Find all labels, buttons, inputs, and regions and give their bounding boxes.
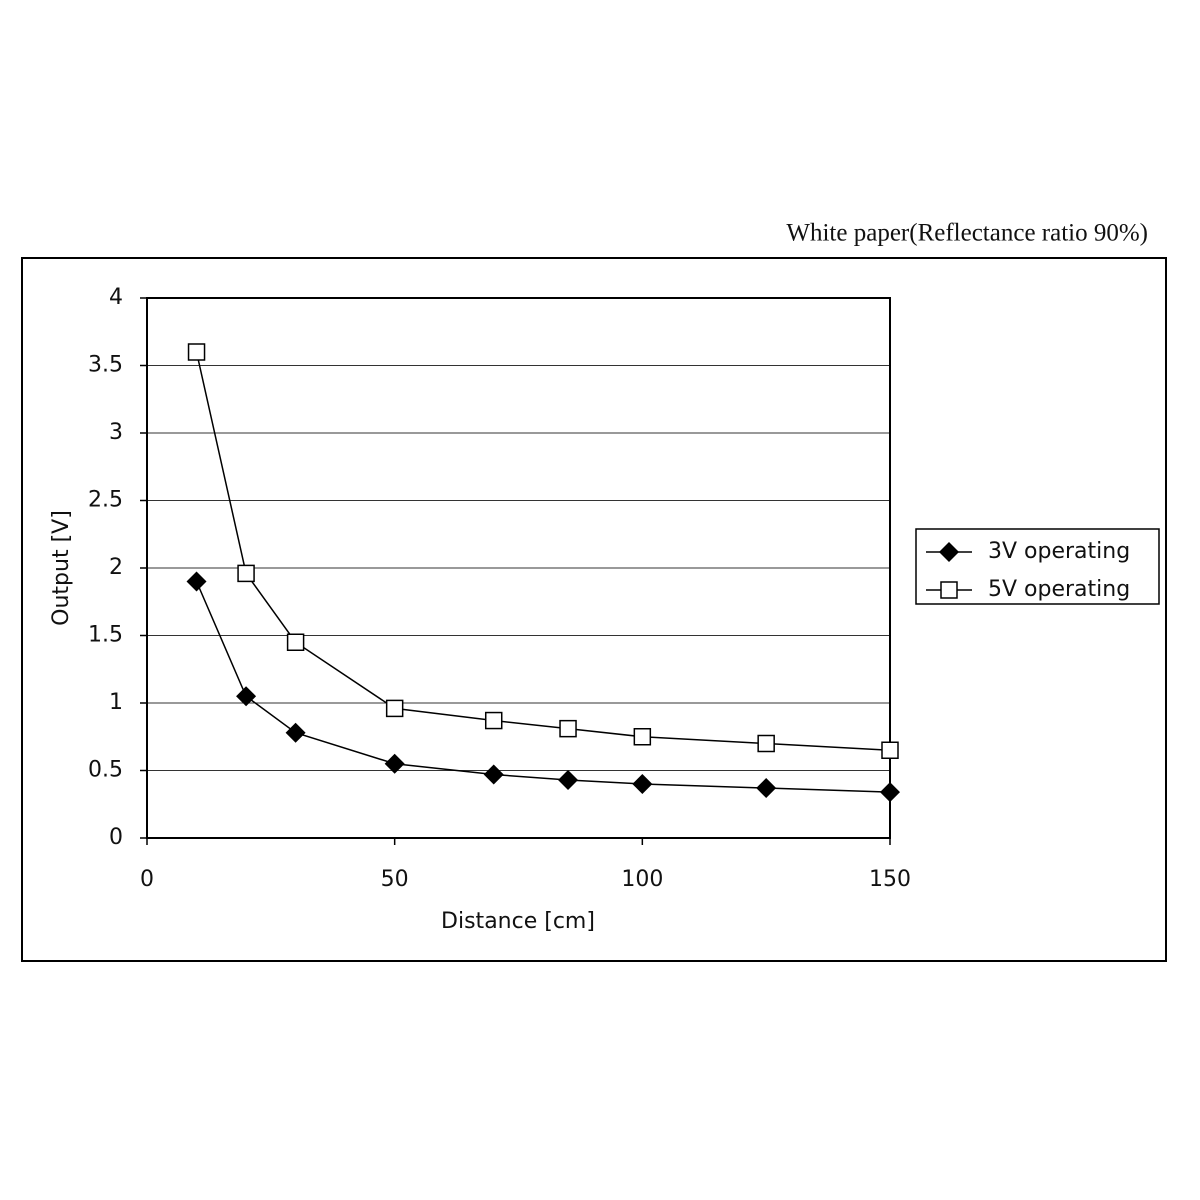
marker [236, 686, 257, 707]
legend-marker [939, 542, 959, 562]
marker [881, 741, 899, 759]
y-axis-label: Output [V] [49, 510, 74, 626]
marker [559, 719, 577, 738]
marker [757, 734, 775, 753]
series-line [195, 351, 891, 751]
x-tick-label: 50 [381, 867, 409, 892]
marker [484, 711, 503, 730]
marker [756, 778, 777, 799]
plot-area [146, 297, 891, 839]
marker [187, 343, 206, 361]
marker [385, 699, 404, 718]
marker [286, 633, 305, 651]
marker [384, 753, 405, 774]
y-tick-label: 1.5 [88, 623, 123, 648]
marker [880, 782, 900, 803]
x-axis-label: Distance [cm] [441, 909, 595, 934]
y-tick-label: 3 [109, 420, 123, 445]
marker [632, 774, 653, 794]
y-tick-label: 1 [109, 690, 123, 715]
marker [285, 722, 306, 743]
legend-marker [940, 581, 958, 599]
series-line [195, 581, 891, 793]
y-tick-label: 0.5 [88, 758, 123, 783]
marker [186, 571, 207, 592]
y-tick-label: 0 [109, 825, 123, 850]
marker [558, 769, 579, 790]
y-tick-label: 3.5 [88, 353, 123, 378]
chart-frame [21, 257, 1167, 962]
marker [633, 728, 652, 746]
chart-subtitle: White paper(Reflectance ratio 90%) [786, 220, 1148, 247]
legend-label: 5V operating [988, 577, 1130, 602]
x-tick-label: 100 [621, 867, 663, 892]
y-tick-label: 2.5 [88, 488, 123, 513]
x-tick-label: 150 [869, 867, 911, 892]
legend-label: 3V operating [988, 539, 1130, 564]
marker [483, 764, 504, 785]
marker [237, 564, 255, 583]
y-tick-label: 4 [109, 285, 123, 310]
x-tick-label: 0 [140, 867, 154, 892]
y-tick-label: 2 [109, 555, 123, 580]
